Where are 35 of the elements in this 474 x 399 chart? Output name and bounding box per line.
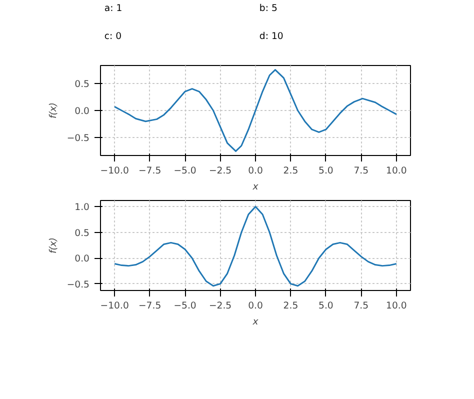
x-tick-label: −2.5 [208,166,232,176]
x-tick-label: −10.0 [100,166,129,176]
x-tick-label: 10.0 [386,300,407,312]
line-series [114,206,398,287]
y-tick-label: −0.5 [66,279,90,290]
x-tick-label: 0.0 [248,166,263,176]
x-tick-label: −2.5 [208,300,232,312]
x-tick-label: 7.5 [354,300,369,312]
text: d: 10 [259,31,284,42]
y-tick-label: 1.0 [74,202,90,214]
x-tick-label: −5.0 [174,300,196,312]
x-tick-label: 10.0 [386,166,407,176]
y-axis-title: f(x) [48,102,59,119]
x-tick-label: 0.0 [248,300,263,312]
x-axis-title: x [252,316,259,328]
line-series [114,69,398,152]
y-tick-label: −0.5 [66,133,90,144]
text: a: 1 [104,3,122,14]
x-axis-title: x [252,182,259,192]
x-tick-label: 5.0 [318,166,334,176]
text: c: 0 [104,31,122,42]
x-tick-label: 7.5 [354,166,369,176]
y-tick-label: 0.0 [74,106,90,117]
x-tick-label: 2.5 [283,166,298,176]
x-tick-label: 2.5 [283,300,298,312]
x-tick-label: 5.0 [318,300,334,312]
y-tick-label: 0.5 [74,228,90,239]
x-tick-label: −7.5 [138,166,162,176]
y-tick-label: 0.0 [74,254,90,265]
y-tick-label: 0.5 [74,78,90,90]
x-tick-label: −7.5 [138,300,162,312]
y-axis-title: f(x) [48,237,59,254]
text: b: 5 [259,3,278,14]
x-tick-label: −5.0 [174,166,196,176]
x-tick-label: −10.0 [100,300,129,312]
